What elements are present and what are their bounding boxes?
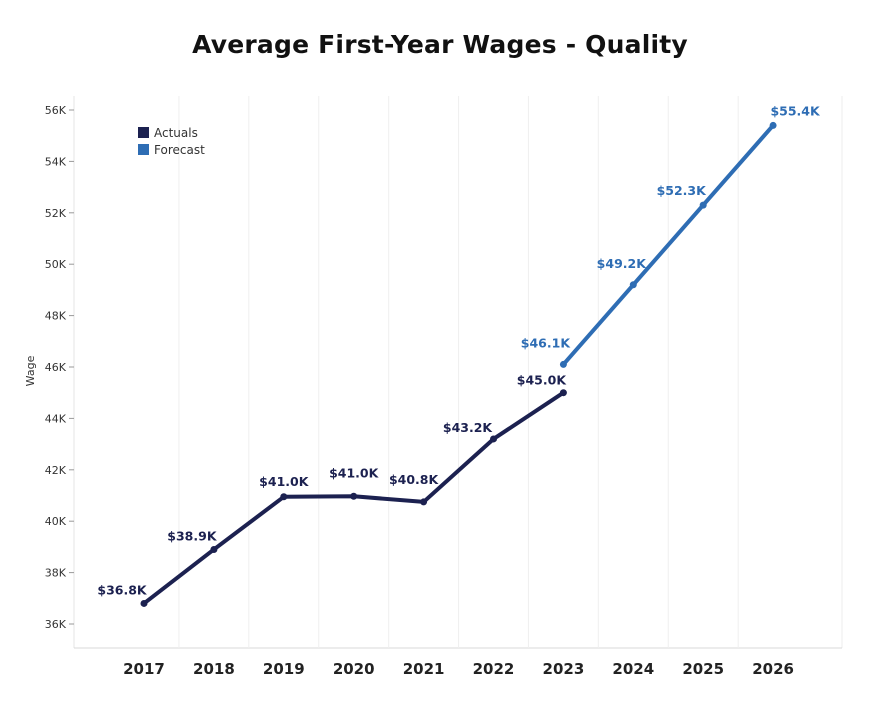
y-tick-label: 40K xyxy=(45,515,67,528)
data-label: $41.0K xyxy=(259,474,310,489)
data-point xyxy=(769,121,777,129)
y-tick-label: 52K xyxy=(45,207,67,220)
y-tick-label: 46K xyxy=(45,361,67,374)
legend-label: Forecast xyxy=(154,143,205,157)
y-tick-label: 54K xyxy=(45,155,67,168)
data-label: $41.0K xyxy=(329,465,380,480)
y-axis: 36K 38K 40K 42K 44K 46K 48K 50K 52K 54K 56K xyxy=(45,104,74,631)
x-tick-label: 2019 xyxy=(263,660,305,678)
data-label: $38.9K xyxy=(167,528,218,543)
x-tick-label: 2025 xyxy=(682,660,724,678)
y-tick-label: 36K xyxy=(45,618,67,631)
data-labels: $36.8K $38.9K $41.0K $41.0K $40.8K $43.2K $45.… xyxy=(97,103,821,597)
legend-swatch xyxy=(138,127,149,138)
data-label: $45.0K xyxy=(517,373,568,388)
data-label: $40.8K xyxy=(389,472,440,487)
data-label: $43.2K xyxy=(443,420,494,435)
data-point xyxy=(559,389,567,397)
y-tick-label: 50K xyxy=(45,258,67,271)
x-tick-label: 2020 xyxy=(333,660,375,678)
legend-swatch xyxy=(138,144,149,155)
x-tick-label: 2023 xyxy=(543,660,585,678)
x-tick-label: 2018 xyxy=(193,660,235,678)
data-point xyxy=(210,545,218,553)
y-tick-label: 38K xyxy=(45,567,67,580)
x-axis: 2017 2018 2019 2020 2021 2022 2023 2024 2025 2026 xyxy=(123,660,794,678)
y-tick-label: 48K xyxy=(45,310,67,323)
y-tick-label: 42K xyxy=(45,464,67,477)
data-point xyxy=(140,599,148,607)
data-point xyxy=(699,201,707,209)
data-label: $55.4K xyxy=(770,103,821,118)
data-label: $49.2K xyxy=(597,256,648,271)
x-tick-label: 2022 xyxy=(473,660,515,678)
legend: Actuals Forecast xyxy=(138,126,205,157)
data-point xyxy=(280,493,288,501)
x-tick-label: 2017 xyxy=(123,660,165,678)
series-group xyxy=(140,121,777,607)
data-point xyxy=(629,281,637,289)
y-axis-label: Wage xyxy=(24,355,37,386)
data-point xyxy=(559,360,567,368)
data-label: $52.3K xyxy=(657,183,708,198)
data-point xyxy=(350,492,358,500)
series-line-forecast xyxy=(561,123,776,367)
legend-label: Actuals xyxy=(154,126,198,140)
y-tick-label: 44K xyxy=(45,412,67,425)
data-label: $36.8K xyxy=(97,582,148,597)
x-tick-label: 2021 xyxy=(403,660,445,678)
data-point xyxy=(490,435,497,443)
x-tick-label: 2026 xyxy=(752,660,794,678)
grid-lines xyxy=(73,96,843,649)
chart-title: Average First-Year Wages - Quality xyxy=(192,30,688,59)
data-label: $46.1K xyxy=(521,335,572,350)
y-tick-label: 56K xyxy=(45,104,67,117)
x-tick-label: 2024 xyxy=(612,660,654,678)
data-point xyxy=(420,498,428,506)
